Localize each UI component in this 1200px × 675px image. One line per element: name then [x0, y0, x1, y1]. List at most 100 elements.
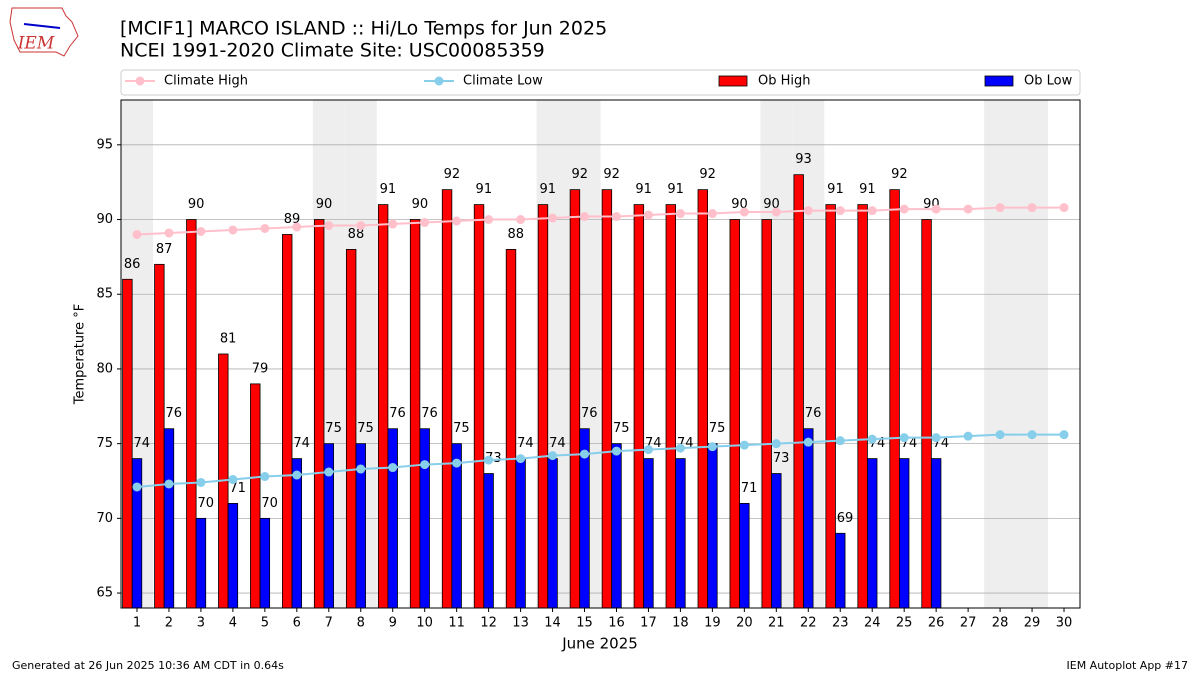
x-tick-label: 29 [1024, 616, 1041, 631]
value-label: 73 [773, 451, 790, 466]
logo-text: IEM [17, 34, 55, 54]
line-point [484, 215, 494, 225]
bar [409, 219, 421, 609]
line-point [867, 434, 877, 444]
line-point [324, 467, 334, 477]
bar [569, 189, 581, 609]
bar [515, 458, 526, 609]
x-tick-label: 25 [896, 616, 913, 631]
line-point [963, 204, 973, 214]
legend-label: Ob High [758, 74, 811, 89]
bar [186, 219, 197, 609]
y-tick-label: 70 [96, 511, 113, 526]
line-point [995, 430, 1005, 440]
line-point [196, 477, 206, 487]
line-point [771, 207, 781, 217]
bar [771, 473, 782, 609]
y-tick-label: 95 [96, 137, 113, 152]
line-point [963, 431, 973, 441]
line-point [388, 463, 398, 473]
x-tick-label: 21 [768, 616, 785, 631]
line-point [420, 218, 430, 228]
x-tick-label: 9 [389, 616, 397, 631]
line-point [611, 446, 621, 456]
logo-outline [9, 7, 79, 57]
value-label: 76 [581, 406, 598, 421]
value-label: 91 [476, 182, 493, 197]
x-tick-label: 19 [704, 616, 721, 631]
value-label: 74 [517, 436, 534, 451]
bar [857, 204, 868, 609]
weekend-shade [1016, 100, 1049, 608]
value-label: 76 [165, 406, 182, 421]
value-label: 75 [325, 421, 342, 436]
bar [611, 443, 622, 609]
line-point [388, 219, 398, 229]
line-point [164, 479, 174, 489]
value-label: 75 [709, 421, 726, 436]
value-label: 92 [571, 167, 588, 182]
x-tick-label: 23 [832, 616, 849, 631]
line-point [484, 455, 494, 465]
value-label: 79 [252, 361, 269, 376]
value-label: 92 [699, 167, 716, 182]
x-tick-label: 14 [544, 616, 561, 631]
line-point [707, 442, 717, 452]
line-point [707, 209, 717, 219]
line-point [516, 454, 526, 464]
x-tick-label: 5 [261, 616, 269, 631]
bar [483, 473, 494, 609]
bar [835, 532, 846, 609]
line-point [452, 216, 462, 226]
x-tick-label: 16 [608, 616, 625, 631]
line-point [132, 482, 142, 492]
x-tick-label: 12 [480, 616, 497, 631]
value-label: 70 [197, 496, 214, 511]
x-tick-label: 1 [133, 616, 141, 631]
line-point [356, 464, 366, 474]
value-label: 81 [220, 332, 237, 347]
line-point [739, 207, 749, 217]
bar [451, 443, 462, 609]
line-point [292, 470, 302, 480]
line-point [771, 439, 781, 449]
bar [803, 428, 814, 609]
value-label: 75 [613, 421, 630, 436]
line-point [835, 206, 845, 216]
value-label: 91 [380, 182, 397, 197]
y-tick-label: 80 [96, 361, 113, 376]
value-label: 70 [261, 496, 278, 511]
x-tick-label: 20 [736, 616, 753, 631]
x-tick-label: 3 [197, 616, 205, 631]
footer-left: Generated at 26 Jun 2025 10:36 AM CDT in… [12, 659, 284, 672]
bar [643, 458, 654, 609]
bar [633, 204, 645, 609]
bar [122, 278, 133, 609]
logo-line [23, 23, 61, 29]
value-label: 92 [603, 167, 620, 182]
bar [739, 503, 750, 609]
value-label: 91 [667, 182, 684, 197]
x-tick-label: 30 [1056, 616, 1073, 631]
bar [377, 204, 389, 609]
x-tick-label: 8 [357, 616, 365, 631]
bar [793, 174, 804, 609]
bar [419, 428, 430, 609]
line-point [835, 436, 845, 446]
line-point [803, 206, 813, 216]
weekend-shade [984, 100, 1017, 608]
bar [291, 458, 303, 609]
value-label: 75 [453, 421, 470, 436]
value-label: 76 [389, 406, 406, 421]
line-point [580, 212, 590, 222]
y-tick-label: 75 [96, 436, 113, 451]
legend-swatch [718, 75, 748, 87]
value-label: 88 [508, 227, 525, 242]
line-point [548, 451, 558, 461]
bar [387, 428, 398, 609]
bar [867, 458, 878, 609]
chart-title: [MCIF1] MARCO ISLAND :: Hi/Lo Temps for … [120, 18, 607, 40]
bar [441, 189, 453, 609]
bar [250, 383, 261, 609]
